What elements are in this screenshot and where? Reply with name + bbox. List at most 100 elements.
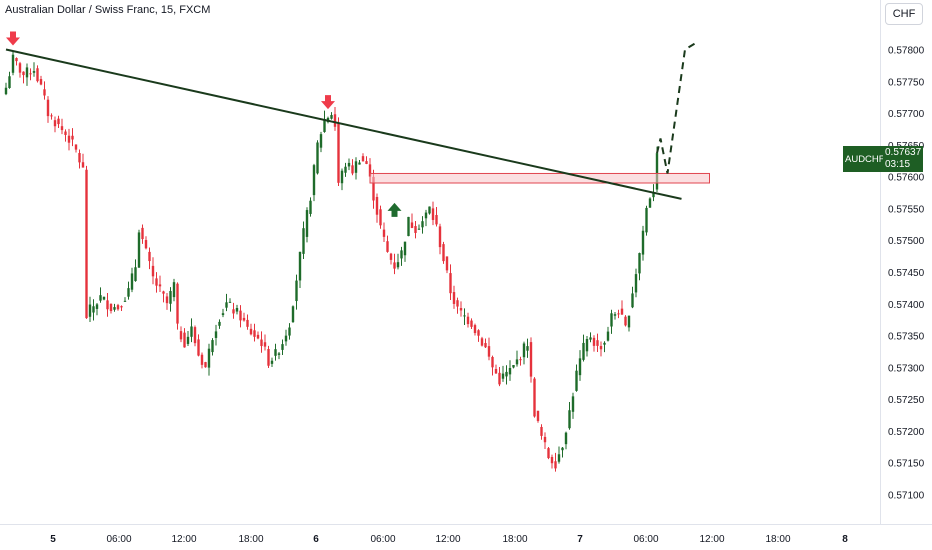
candle <box>74 144 78 153</box>
candle-body <box>214 331 218 338</box>
candle-body <box>151 265 155 277</box>
candle <box>260 331 263 353</box>
candle <box>295 274 298 310</box>
candle-body <box>123 300 127 302</box>
candle-body <box>652 192 655 198</box>
candle-body <box>470 320 473 327</box>
candle <box>120 305 123 311</box>
time-tick-label: 06:00 <box>106 534 131 545</box>
candle <box>109 303 113 314</box>
candle <box>344 162 347 177</box>
candle <box>323 110 326 133</box>
candle <box>452 285 456 309</box>
candle-body <box>596 340 599 346</box>
currency-button[interactable]: CHF <box>885 3 923 25</box>
candle-body <box>410 222 414 228</box>
resistance-zone <box>369 172 710 184</box>
candle <box>225 293 228 312</box>
candle <box>340 168 344 191</box>
price-tick-label: 0.57200 <box>888 427 925 438</box>
candle-body <box>540 426 543 436</box>
candle-body <box>582 342 585 360</box>
price-tick-label: 0.57150 <box>888 459 925 470</box>
candle-body <box>379 209 382 226</box>
candle-body <box>414 226 417 233</box>
candle <box>347 158 351 171</box>
candle-body <box>641 230 645 255</box>
candle <box>64 129 67 142</box>
time-tick-label: 6 <box>313 534 319 545</box>
candle <box>141 224 144 244</box>
candle-body <box>330 115 333 119</box>
candle-body <box>564 432 568 445</box>
candle-body <box>197 339 200 356</box>
candle <box>519 356 522 366</box>
candle <box>638 252 641 281</box>
last-price-value: 0.57637 <box>885 147 922 158</box>
candle-body <box>183 332 186 348</box>
candle <box>428 206 431 215</box>
candle <box>508 360 512 381</box>
candle <box>155 272 158 293</box>
candle <box>193 325 197 347</box>
candle <box>18 61 22 78</box>
candle <box>337 117 340 186</box>
candle <box>302 221 305 259</box>
candle <box>540 424 543 440</box>
candle-body <box>393 262 396 269</box>
candle <box>67 128 71 151</box>
candle-body <box>267 348 270 366</box>
candle-body <box>53 120 57 127</box>
candle <box>354 157 358 180</box>
candle-body <box>36 68 39 82</box>
candle-body <box>480 338 484 346</box>
candle <box>449 264 452 300</box>
candle-body <box>627 315 631 328</box>
time-tick-label: 5 <box>50 534 56 545</box>
candle-body <box>592 337 596 346</box>
price-tick-label: 0.57600 <box>888 173 925 184</box>
candle-body <box>253 330 256 337</box>
candle <box>144 236 148 250</box>
projection-path <box>656 42 697 174</box>
candle <box>459 301 463 317</box>
candle-body <box>200 354 204 365</box>
candle-body <box>389 253 393 260</box>
candle-body <box>421 221 424 228</box>
candle-body <box>512 365 515 368</box>
candle <box>92 299 95 321</box>
candle <box>396 253 400 270</box>
candle <box>613 311 617 320</box>
candle-body <box>554 461 557 469</box>
candle <box>529 337 533 383</box>
down-arrow-icon <box>6 31 20 46</box>
candle <box>190 318 193 343</box>
candle-body <box>638 253 641 274</box>
candle-body <box>137 232 141 268</box>
candle-body <box>424 212 428 219</box>
candle <box>603 341 606 353</box>
time-tick-label: 06:00 <box>633 534 658 545</box>
candle-body <box>403 241 407 256</box>
candle-body <box>323 119 326 132</box>
candle-body <box>312 165 316 196</box>
candle <box>498 367 501 387</box>
candle-body <box>498 372 501 385</box>
candle <box>169 287 172 312</box>
candle <box>85 165 88 319</box>
candle-body <box>85 169 88 319</box>
candle-body <box>477 330 480 336</box>
candle-body <box>473 325 477 334</box>
candle-body <box>438 226 442 248</box>
candle-body <box>347 162 351 167</box>
candle-body <box>263 342 267 347</box>
candle-body <box>32 71 36 73</box>
up-arrow-icon <box>387 202 402 217</box>
candle-body <box>116 305 120 310</box>
candle-body <box>333 114 337 127</box>
candle-body <box>74 144 78 150</box>
candle-body <box>337 123 340 183</box>
candle <box>655 146 659 192</box>
